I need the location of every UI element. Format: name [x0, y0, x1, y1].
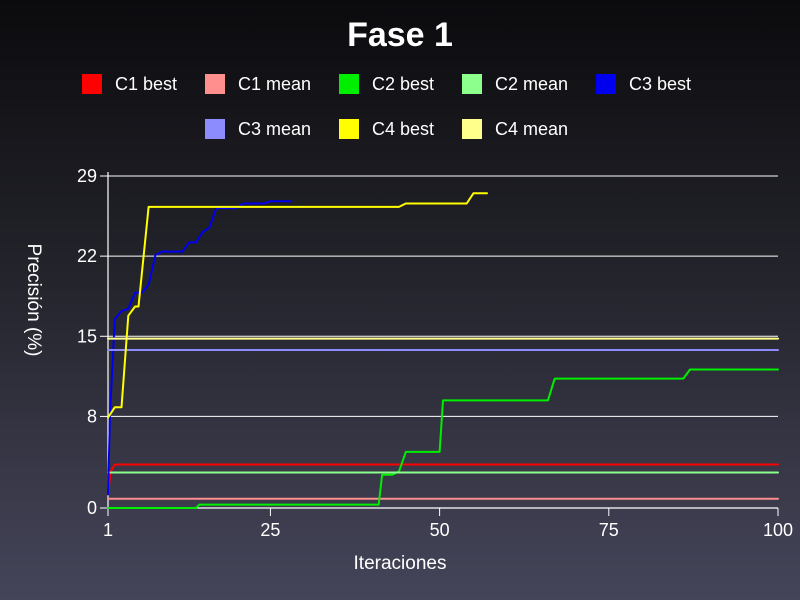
legend-swatch-c1-best: [82, 74, 102, 94]
x-tick-label-0: 1: [103, 520, 113, 540]
x-tick-label-1: 25: [260, 520, 280, 540]
legend-swatch-c4-mean: [462, 119, 482, 139]
y-tick-label-3: 22: [77, 246, 97, 266]
y-tick-label-0: 0: [87, 498, 97, 518]
x-tick-label-3: 75: [599, 520, 619, 540]
legend-swatch-c3-mean: [205, 119, 225, 139]
legend-swatch-c1-mean: [205, 74, 225, 94]
y-tick-label-4: 29: [77, 166, 97, 186]
y-axis-label: Precisión (%): [23, 244, 44, 357]
legend-swatch-c3-best: [596, 74, 616, 94]
legend-label-c1-best: C1 best: [115, 74, 177, 94]
legend-swatch-c2-best: [339, 74, 359, 94]
legend-swatch-c2-mean: [462, 74, 482, 94]
legend-label-c4-mean: C4 mean: [495, 119, 568, 139]
x-tick-label-2: 50: [430, 520, 450, 540]
legend-label-c3-mean: C3 mean: [238, 119, 311, 139]
legend-label-c2-mean: C2 mean: [495, 74, 568, 94]
legend-label-c2-best: C2 best: [372, 74, 434, 94]
chart-title: Fase 1: [347, 16, 453, 54]
gridlines: [108, 175, 778, 417]
x-tick-label-4: 100: [763, 520, 793, 540]
series-line-c4-best: [107, 192, 488, 419]
axes: 0 8 15 22 29 1 25 50 75 100: [77, 166, 793, 540]
x-axis-label: Iteraciones: [354, 553, 447, 574]
y-tick-label-1: 8: [87, 406, 97, 426]
legend-label-c4-best: C4 best: [372, 119, 434, 139]
series-line-c3-best: [107, 200, 292, 496]
series-line-c2-best: [107, 368, 779, 509]
y-tick-label-2: 15: [77, 326, 97, 346]
legend-label-c3-best: C3 best: [629, 74, 691, 94]
legend-label-c1-mean: C1 mean: [238, 74, 311, 94]
legend-swatch-c4-best: [339, 119, 359, 139]
legend: C1 best C1 mean C2 best C2 mean C3 best C3 me…: [82, 74, 691, 139]
plot-area: [107, 192, 779, 509]
series-line-c1-best: [107, 463, 779, 496]
